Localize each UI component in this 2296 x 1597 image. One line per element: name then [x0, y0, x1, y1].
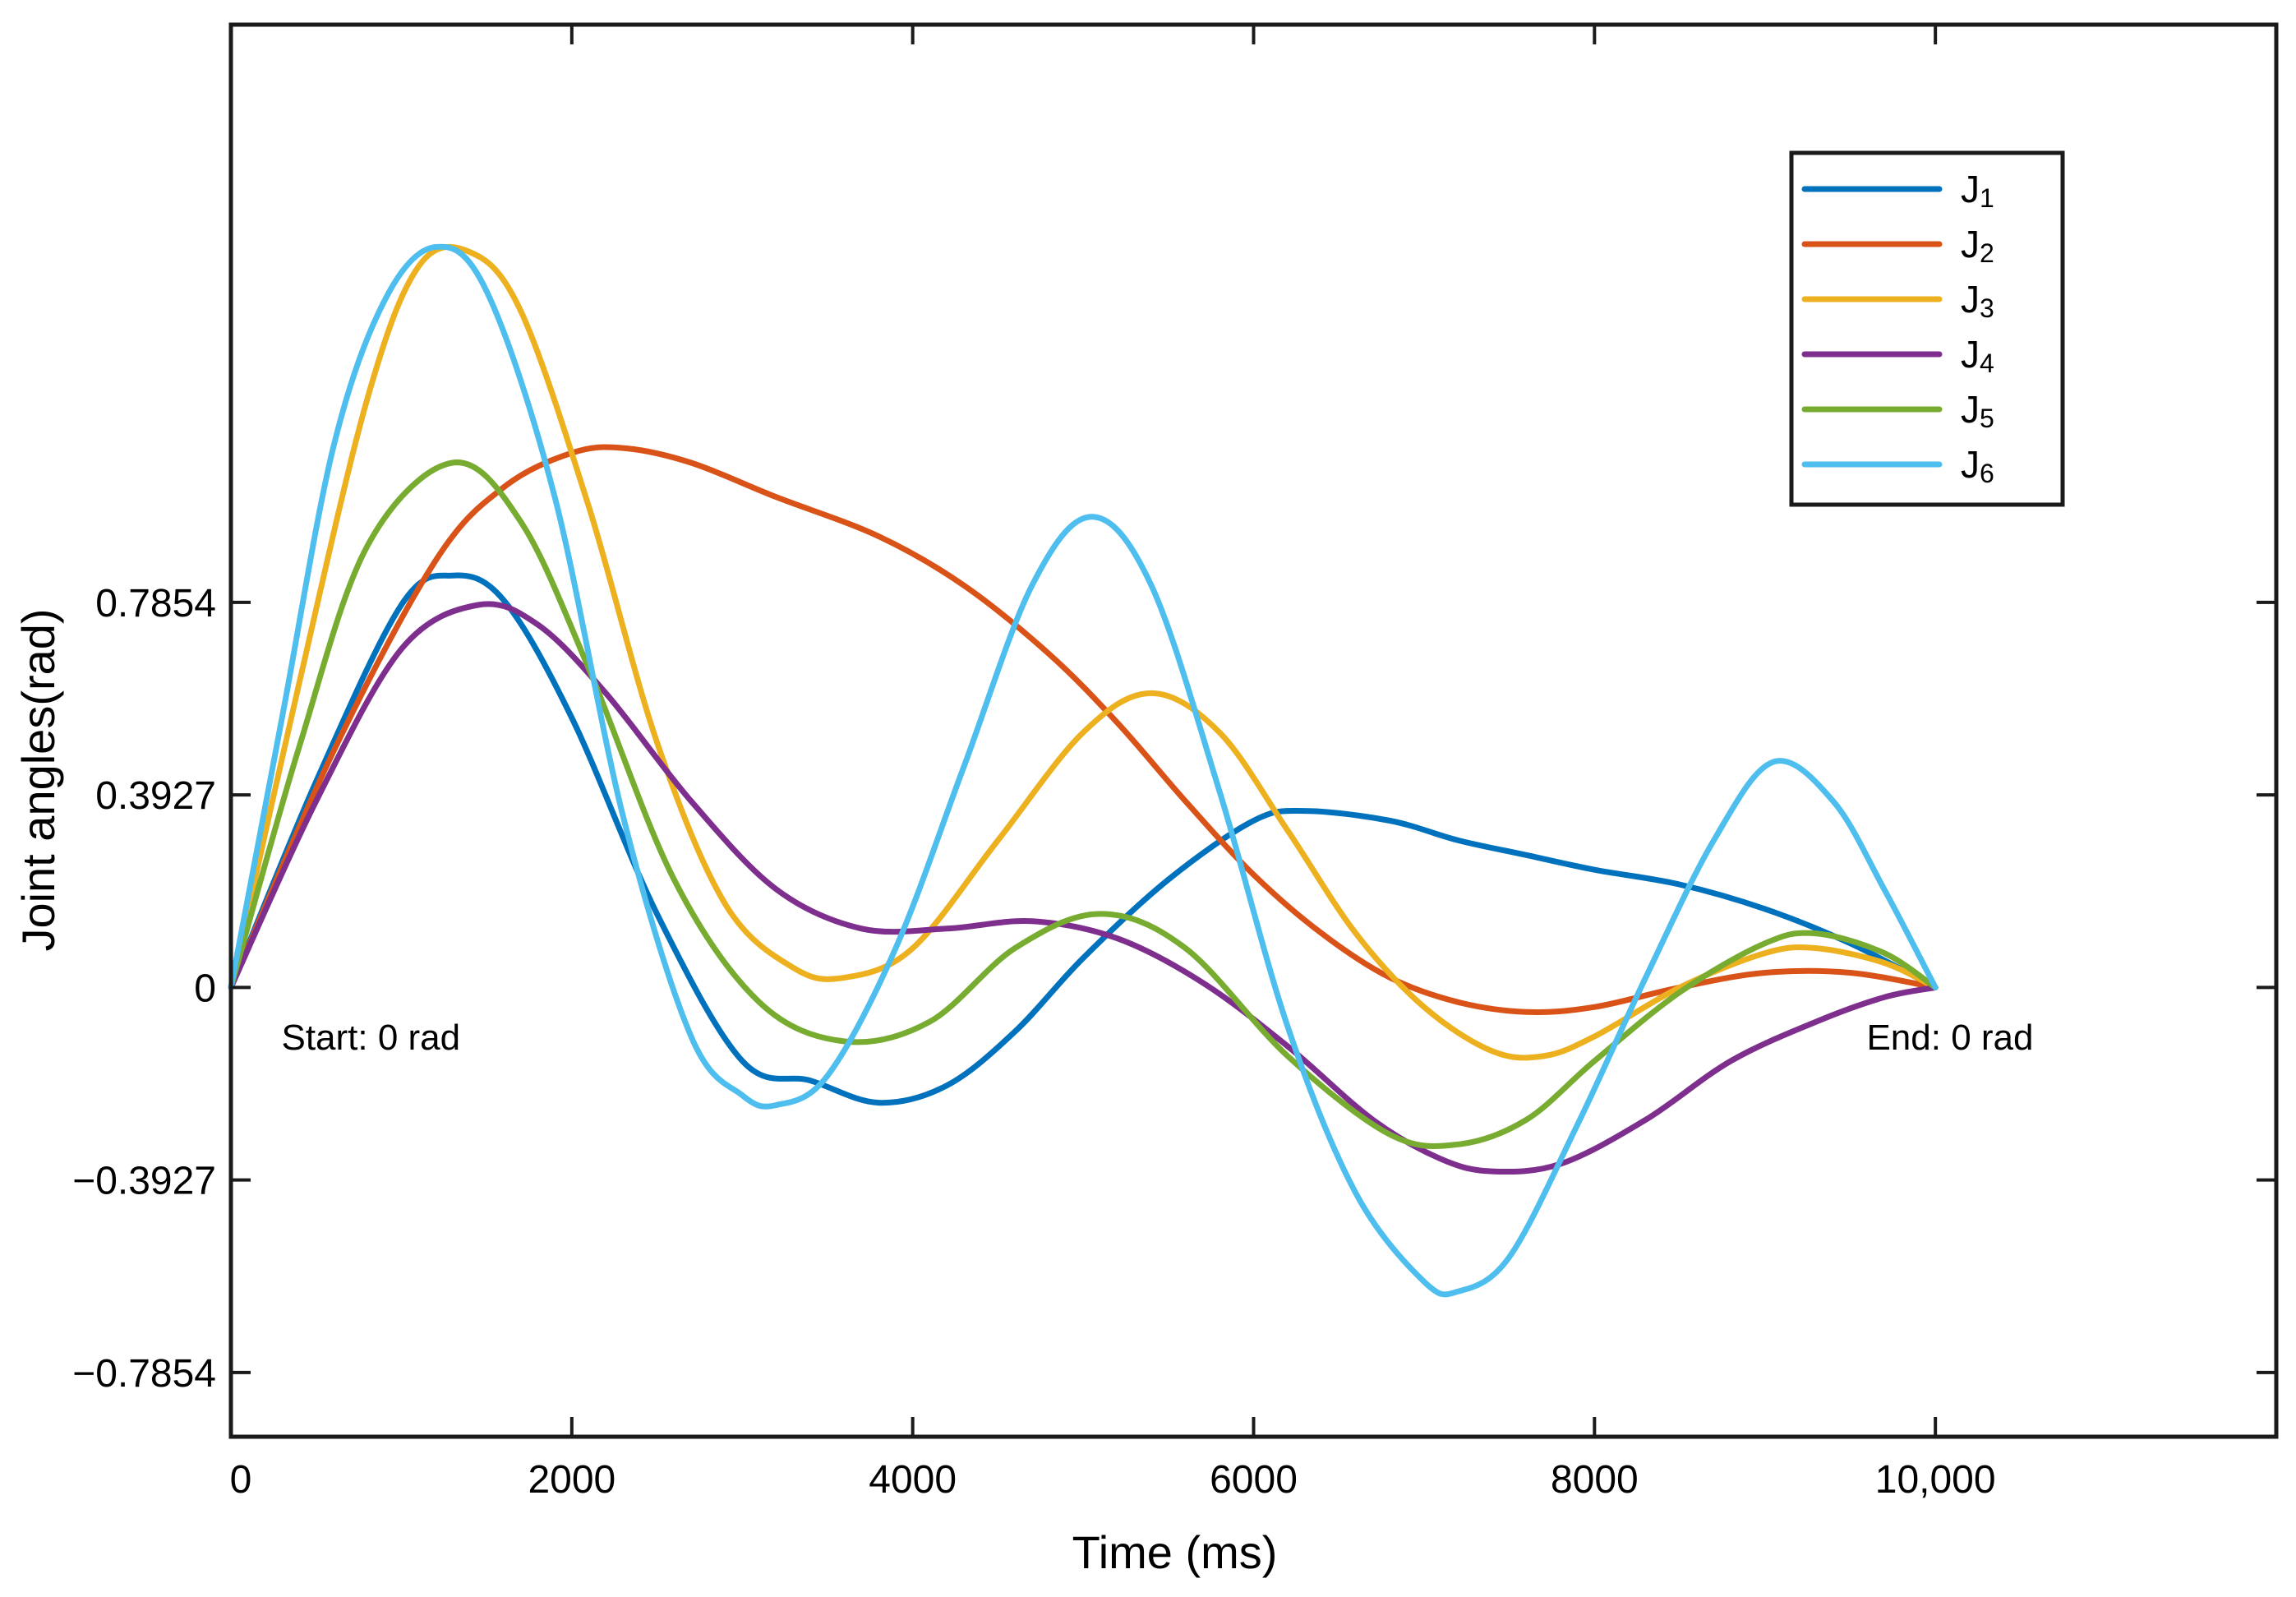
- series-line-j2: [228, 444, 1939, 1015]
- legend-label-j3: J3: [1961, 278, 1994, 323]
- legend: J1 J2 J3 J4 J5 J6: [1789, 150, 2065, 507]
- y-tick-label: 0: [194, 967, 216, 1010]
- legend-label-j2: J2: [1961, 223, 1994, 268]
- series-line-j1: [228, 572, 1939, 1106]
- y-tick-label: −0.7854: [72, 1352, 216, 1396]
- x-tick-label: 10,000: [1875, 1458, 1996, 1502]
- legend-box: [1789, 150, 2065, 507]
- series-line-j3: [228, 243, 1939, 1061]
- series-line-j6: [228, 243, 1939, 1298]
- x-tick-label: 4000: [869, 1458, 957, 1502]
- legend-label-j6: J6: [1961, 443, 1994, 488]
- annotations: Start: 0 rad End: 0 rad: [281, 1018, 2033, 1058]
- annotation-text: Start: 0 rad: [281, 1018, 460, 1058]
- legend-label-j5: J5: [1961, 388, 1994, 433]
- axis-ticks: 0 2000 4000 6000 8000 10,000 0.7854 0.3927 0 −0.3…: [72, 25, 2276, 1502]
- x-tick-label: 8000: [1551, 1458, 1639, 1502]
- y-axis-title: Joint angles(rad): [12, 608, 64, 951]
- y-tick-label: 0.3927: [95, 774, 216, 818]
- annotation-text: End: 0 rad: [1866, 1018, 2033, 1058]
- x-tick-label: 2000: [528, 1458, 615, 1502]
- legend-label-j1: J1: [1961, 168, 1994, 213]
- x-axis-title: Time (ms): [1072, 1526, 1278, 1578]
- x-tick-label: 6000: [1210, 1458, 1298, 1502]
- series-line-j5: [228, 459, 1939, 1149]
- series-lines: [228, 243, 1939, 1298]
- x-tick-label: 0: [230, 1458, 252, 1502]
- y-tick-label: 0.7854: [95, 582, 216, 625]
- y-tick-label: −0.3927: [72, 1160, 216, 1203]
- legend-label-j4: J4: [1961, 333, 1994, 378]
